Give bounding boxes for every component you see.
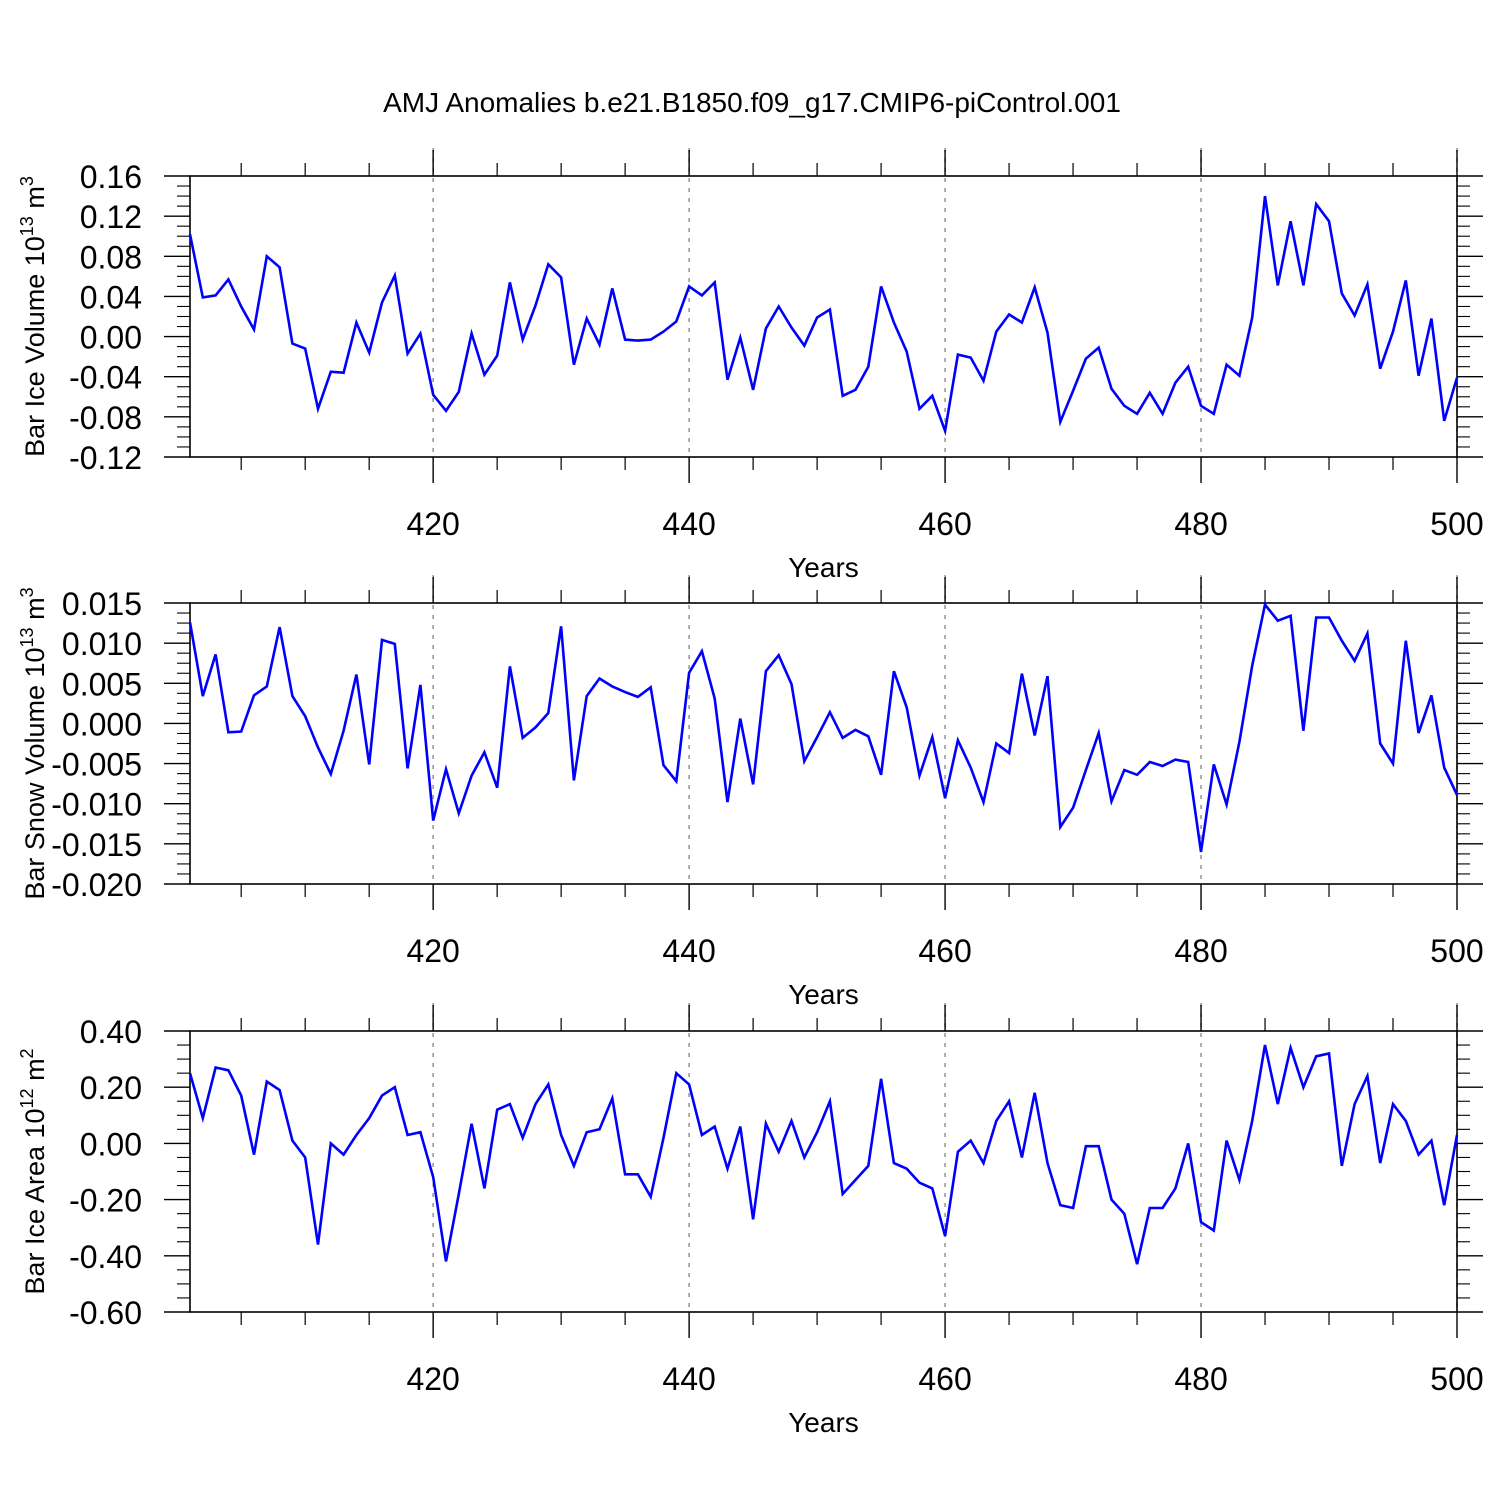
x-tick-label: 420 — [406, 933, 459, 969]
y-tick-label: -0.60 — [69, 1295, 142, 1331]
figure-title: AMJ Anomalies b.e21.B1850.f09_g17.CMIP6-… — [383, 87, 1121, 118]
series-line — [188, 195, 1459, 436]
x-axis-label: Years — [788, 552, 859, 583]
y-tick-label: -0.005 — [51, 747, 142, 783]
y-tick-label: -0.40 — [69, 1239, 142, 1275]
y-tick-label: -0.08 — [69, 400, 142, 436]
x-tick-label: 460 — [918, 506, 971, 542]
x-tick-label: 500 — [1430, 933, 1483, 969]
series-line — [188, 1043, 1459, 1265]
y-tick-label: 0.010 — [62, 626, 142, 662]
y-tick-label: 0.40 — [80, 1014, 142, 1050]
y-tick-label: 0.16 — [80, 159, 142, 195]
y-axis-label: Bar Snow Volume 1013 m3 — [17, 587, 50, 899]
y-tick-label: 0.04 — [80, 279, 142, 315]
x-tick-label: 500 — [1430, 1361, 1483, 1397]
y-tick-label: -0.12 — [69, 440, 142, 476]
x-tick-label: 440 — [662, 933, 715, 969]
x-tick-label: 460 — [918, 933, 971, 969]
x-tick-label: 420 — [406, 506, 459, 542]
x-tick-label: 480 — [1174, 933, 1227, 969]
y-axis-label: Bar Ice Volume 1013 m3 — [17, 176, 50, 457]
series-line — [188, 601, 1459, 853]
x-tick-label: 420 — [406, 1361, 459, 1397]
chart-panel-2: 420 440 460 480 500 -0.020 -0.015 -0.010 -0.005 0… — [17, 575, 1484, 1010]
y-tick-label: -0.020 — [51, 867, 142, 903]
y-tick-label: 0.12 — [80, 199, 142, 235]
y-tick-label: -0.04 — [69, 360, 142, 396]
x-axis-label: Years — [788, 979, 859, 1010]
x-tick-label: 460 — [918, 1361, 971, 1397]
x-tick-label: 440 — [662, 506, 715, 542]
y-tick-label: 0.08 — [80, 239, 142, 275]
y-axis-label: Bar Ice Area 1012 m2 — [17, 1048, 50, 1294]
x-tick-label: 440 — [662, 1361, 715, 1397]
y-tick-label: -0.015 — [51, 827, 142, 863]
x-axis-label: Years — [788, 1407, 859, 1438]
x-tick-label: 480 — [1174, 1361, 1227, 1397]
y-tick-label: 0.20 — [80, 1070, 142, 1106]
y-tick-label: 0.005 — [62, 666, 142, 702]
chart-panel-3: 420 440 460 480 500 -0.60 -0.40 -0.20 0.00 0.20 0.… — [17, 1003, 1484, 1438]
y-tick-label: 0.00 — [80, 320, 142, 356]
y-tick-label: 0.015 — [62, 586, 142, 622]
y-tick-label: -0.20 — [69, 1183, 142, 1219]
x-tick-label: 500 — [1430, 506, 1483, 542]
x-tick-label: 480 — [1174, 506, 1227, 542]
chart-panels: 420 440 460 480 500 -0.12 -0.08 -0.04 0.00 0.04 0.… — [17, 148, 1484, 1438]
y-tick-label: 0.00 — [80, 1126, 142, 1162]
y-tick-label: -0.010 — [51, 787, 142, 823]
y-tick-label: 0.000 — [62, 706, 142, 742]
chart-panel-1: 420 440 460 480 500 -0.12 -0.08 -0.04 0.00 0.04 0.… — [17, 148, 1484, 583]
